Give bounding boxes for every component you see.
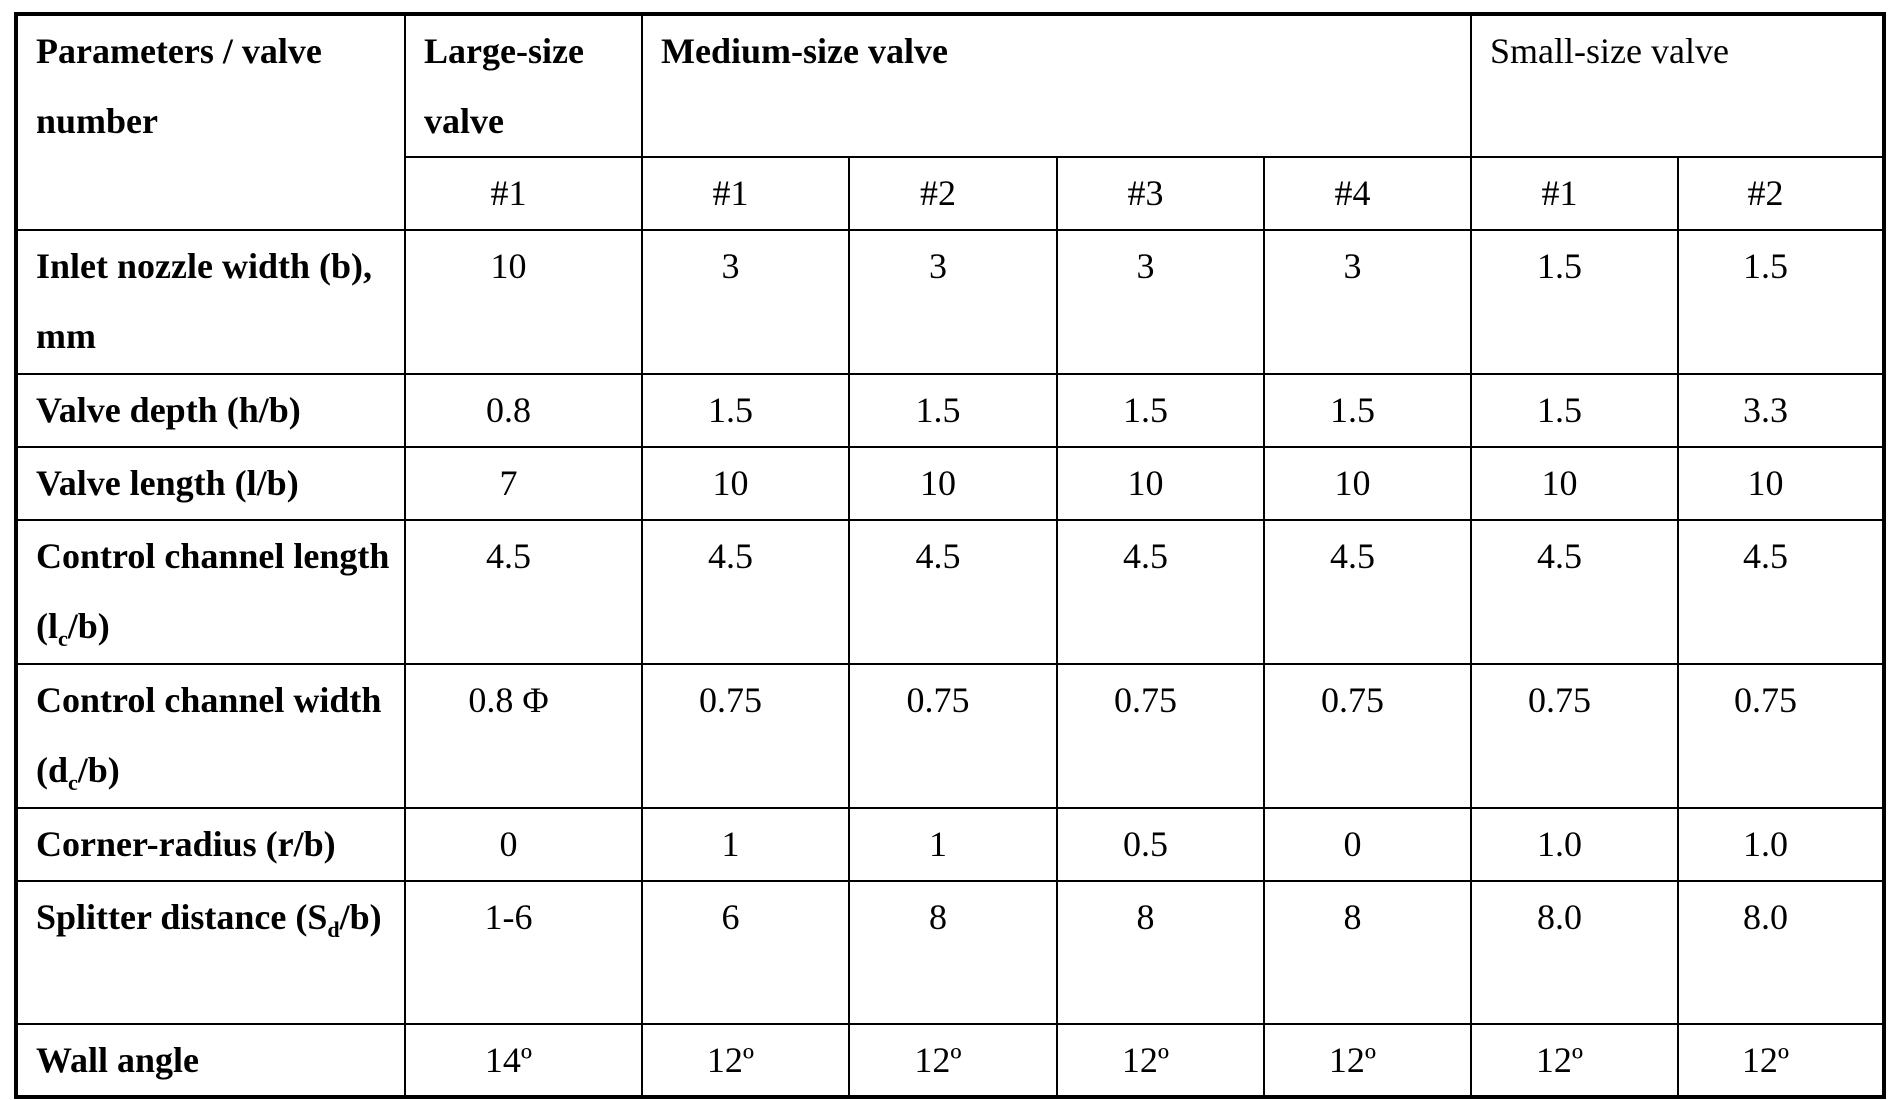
cell-value: 0.75 [641, 663, 850, 809]
table-row: Splitter distance (Sd/b) 1-6 6 8 8 8 8.0 8.0 [15, 880, 1886, 1025]
row-label: Wall angle [15, 1023, 406, 1098]
cell-value: 1.5 [1470, 373, 1679, 448]
cell-value: 10 [1056, 446, 1265, 521]
cell-value: 3 [1263, 229, 1472, 375]
cell-value: 1.5 [1470, 229, 1679, 375]
row-label: Control channel width (dc/b) [15, 663, 406, 809]
cell-value: 8.0 [1470, 880, 1679, 1025]
cell-value: 4.5 [641, 519, 850, 665]
subscript: c [58, 626, 68, 652]
cell-value: 12º [1676, 1023, 1886, 1098]
cell-value: 12º [641, 1023, 850, 1098]
cell-value: 0.8 [404, 373, 643, 448]
label-part: Splitter distance (S [36, 897, 328, 937]
subscript: d [327, 917, 340, 943]
row-label: Corner-radius (r/b) [15, 807, 406, 882]
cell-value: 1 [848, 807, 1058, 882]
cell-value: 1-6 [404, 880, 643, 1025]
label-part: Control channel width (d [36, 680, 382, 790]
parameter-table: Parameters / valve number Large-size val… [14, 12, 1887, 1099]
cell-value: 10 [1470, 446, 1679, 521]
cell-value: 1.0 [1470, 807, 1679, 882]
label-part: /b) [67, 606, 110, 646]
table-body: Inlet nozzle width (b), mm 10 3 3 3 3 1.5 1.5 Va… [15, 229, 1886, 1098]
cell-value: 1.5 [1676, 229, 1886, 375]
header-row: Parameters / valve number Large-size val… [15, 13, 1886, 231]
cell-value: 4.5 [1676, 519, 1886, 665]
table-row: Wall angle 14º 12º 12º 12º 12º 12º 12º [15, 1023, 1886, 1098]
group-header: Medium-size valve [641, 13, 1472, 158]
table-row: Control channel length (lc/b) 4.5 4.5 4.5 4.… [15, 519, 1886, 665]
cell-value: 10 [641, 446, 850, 521]
valve-number: #2 [1676, 156, 1886, 231]
table-row: Valve length (l/b) 7 10 10 10 10 10 10 [15, 446, 1886, 521]
cell-value: 6 [641, 880, 850, 1025]
cell-value: 1.5 [848, 373, 1058, 448]
cell-value: 8.0 [1676, 880, 1886, 1025]
cell-value: 12º [1470, 1023, 1679, 1098]
cell-value: 12º [1056, 1023, 1265, 1098]
cell-value: 1.0 [1676, 807, 1886, 882]
label-part: /b) [77, 750, 120, 790]
valve-number: #2 [848, 156, 1058, 231]
cell-value: 0.5 [1056, 807, 1265, 882]
cell-value: 10 [1676, 446, 1886, 521]
cell-value: 0.75 [1263, 663, 1472, 809]
row-label: Control channel length (lc/b) [15, 519, 406, 665]
group-header: Large-size valve [404, 13, 643, 158]
cell-value: 4.5 [848, 519, 1058, 665]
valve-number: #4 [1263, 156, 1472, 231]
cell-value: 0.75 [1470, 663, 1679, 809]
cell-value: 8 [1263, 880, 1472, 1025]
table-row: Valve depth (h/b) 0.8 1.5 1.5 1.5 1.5 1.5 3.3 [15, 373, 1886, 448]
cell-value: 10 [404, 229, 643, 375]
cell-value: 4.5 [1263, 519, 1472, 665]
cell-value: 0 [404, 807, 643, 882]
cell-value: 3 [848, 229, 1058, 375]
table-row: Corner-radius (r/b) 0 1 1 0.5 0 1.0 1.0 [15, 807, 1886, 882]
corner-header: Parameters / valve number [15, 13, 406, 231]
valve-number: #1 [641, 156, 850, 231]
cell-value: 1 [641, 807, 850, 882]
valve-number: #1 [1470, 156, 1679, 231]
group-header: Small-size valve [1469, 13, 1886, 158]
cell-value: 3 [641, 229, 850, 375]
cell-value: 0.75 [1676, 663, 1886, 809]
cell-value: 4.5 [404, 519, 643, 665]
valve-number: #3 [1056, 156, 1265, 231]
cell-value: 0.8 Φ [404, 663, 643, 809]
cell-value: 0 [1263, 807, 1472, 882]
cell-value: 1.5 [1263, 373, 1472, 448]
cell-value: 14º [404, 1023, 643, 1098]
table-row: Inlet nozzle width (b), mm 10 3 3 3 3 1.5 1.5 [15, 229, 1886, 375]
table-row: Control channel width (dc/b) 0.8 Φ 0.75 0.7… [15, 663, 1886, 809]
header-row: #1 #1 #2 #3 #4 #1 #2 [16, 156, 1886, 231]
row-label: Valve depth (h/b) [15, 373, 406, 448]
cell-value: 7 [404, 446, 643, 521]
cell-value: 4.5 [1470, 519, 1679, 665]
cell-value: 8 [1056, 880, 1265, 1025]
subscript: c [68, 770, 78, 796]
row-label: Inlet nozzle width (b), mm [15, 229, 406, 375]
cell-value: 3 [1056, 229, 1265, 375]
cell-value: 12º [848, 1023, 1058, 1098]
cell-value: 10 [1263, 446, 1472, 521]
cell-value: 12º [1263, 1023, 1472, 1098]
cell-value: 3.3 [1676, 373, 1886, 448]
cell-value: 8 [848, 880, 1058, 1025]
row-label: Valve length (l/b) [15, 446, 406, 521]
valve-number: #1 [404, 156, 643, 231]
cell-value: 1.5 [1056, 373, 1265, 448]
label-part: Control channel length (l [36, 536, 390, 646]
row-label: Splitter distance (Sd/b) [15, 880, 406, 1025]
cell-value: 4.5 [1056, 519, 1265, 665]
label-part: /b) [339, 897, 382, 937]
cell-value: 1.5 [641, 373, 850, 448]
cell-value: 0.75 [1056, 663, 1265, 809]
cell-value: 0.75 [848, 663, 1058, 809]
table-header: Parameters / valve number Large-size val… [15, 13, 1886, 231]
cell-value: 10 [848, 446, 1058, 521]
